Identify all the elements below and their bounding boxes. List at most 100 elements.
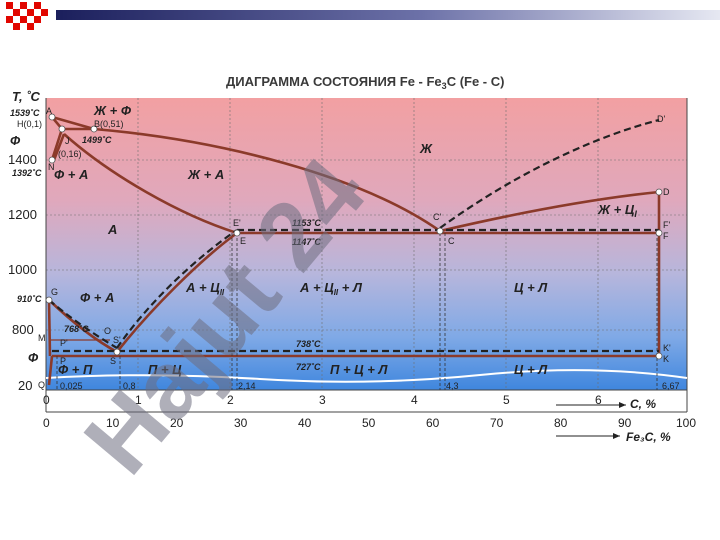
- phase-boundaries-solid: [47, 115, 661, 386]
- room-temperature-line: [45, 369, 688, 383]
- line-pq: [47, 355, 54, 386]
- fe3c-tick-100: 100: [676, 416, 696, 430]
- comp-0025: 0,025: [60, 381, 83, 391]
- temp-1147: 1147˚C: [292, 237, 321, 247]
- phase-ferrite-austenite-top: Ф + А: [54, 167, 88, 182]
- point-c: C: [448, 236, 455, 246]
- phase-cementite-ledeburite: Ц + Л: [514, 280, 548, 295]
- point-fp: F': [663, 220, 670, 230]
- c-tick-0: 0: [43, 393, 50, 407]
- point-o: O: [104, 326, 111, 336]
- phase-boundaries-dashed: [48, 118, 660, 353]
- line-hn: [50, 128, 64, 161]
- y-tick-1200: 1200: [8, 207, 37, 222]
- phase-liquid-austenite: Ж + А: [187, 167, 224, 182]
- c-axis-arrowhead: [619, 402, 626, 408]
- point-sp: S': [113, 335, 121, 345]
- c-tick-1: 1: [135, 393, 142, 407]
- fe3c-tick-0: 0: [43, 416, 50, 430]
- temp-1499: 1499˚C: [82, 135, 112, 145]
- temp-727: 727˚C: [296, 362, 321, 372]
- point-e: E: [240, 236, 246, 246]
- point-pp: P': [60, 338, 68, 348]
- point-dp: D': [657, 114, 665, 124]
- comp-08: 0,8: [123, 381, 136, 391]
- liquidus-bc: [93, 127, 441, 233]
- liquidus-ab: [51, 115, 95, 131]
- temp-768: 768˚C: [64, 324, 89, 334]
- point-d: D: [663, 187, 670, 197]
- phase-ferrite-pearlite: Ф + П: [58, 362, 93, 377]
- phase-cementite-ledeburite-low: Ц + Л: [514, 362, 548, 377]
- temp-1539: 1539˚C: [10, 108, 40, 118]
- phase-ferrite-austenite: Ф + А: [80, 290, 114, 305]
- line-gs: [48, 299, 118, 354]
- temp-738: 738˚C: [296, 339, 321, 349]
- point-h: H(0,1): [17, 119, 42, 129]
- y-tick-800: 800: [12, 322, 34, 337]
- phase-austenite-cementite: А + ЦII: [185, 280, 225, 297]
- point-cp: C': [433, 212, 441, 222]
- point-q: Q: [38, 380, 45, 390]
- point-j: J: [65, 136, 70, 146]
- phase-pearlite-cementite-ledeburite: П + Ц + Л: [330, 362, 388, 377]
- solidus-je: [63, 133, 238, 235]
- comp-667: 6,67: [662, 381, 680, 391]
- phase-ferrite-top: Ф: [10, 133, 21, 148]
- fe3c-tick-30: 30: [234, 416, 248, 430]
- c-axis-label: C, %: [630, 397, 656, 411]
- key-points: [45, 113, 663, 360]
- phase-ferrite-low: Ф: [28, 350, 39, 365]
- comp-214: 2,14: [238, 381, 256, 391]
- c-tick-4: 4: [411, 393, 418, 407]
- temp-910: 910˚C: [17, 294, 42, 304]
- carbon-axis: 0 1 2 3 4 5 6 C, %: [43, 393, 656, 411]
- fe3c-tick-80: 80: [554, 416, 568, 430]
- y-tick-1000: 1000: [8, 262, 37, 277]
- point-s: S: [110, 356, 116, 366]
- phase-austenite: А: [107, 222, 117, 237]
- c-tick-5: 5: [503, 393, 510, 407]
- y-axis-title: T, ˚C: [12, 89, 41, 104]
- fe3c-axis: 0 10 20 30 40 50 60 70 80 90 100 Fe₃C, %: [43, 416, 696, 444]
- fe3c-tick-20: 20: [170, 416, 184, 430]
- liquidus-cd: [439, 190, 660, 233]
- point-labels: A H(0,1) B(0,51) J (0,16) N G M O P' P S…: [17, 106, 680, 391]
- point-kp: K': [663, 343, 671, 353]
- fe3c-tick-40: 40: [298, 416, 312, 430]
- temp-1153: 1153˚C: [292, 218, 321, 228]
- c-tick-3: 3: [319, 393, 326, 407]
- point-m: M: [38, 333, 46, 343]
- c-tick-2: 2: [227, 393, 234, 407]
- axes: [45, 98, 688, 413]
- checker-logo: [6, 2, 48, 30]
- y-axis: T, ˚C 1400 1200 1000 800 20: [8, 89, 41, 393]
- phase-liquid: Ж: [419, 141, 433, 156]
- slide-header-band: [6, 2, 720, 30]
- point-ep: E': [233, 218, 241, 228]
- phase-austenite-cementite-ledeburite: А + ЦII + Л: [299, 280, 363, 297]
- y-tick-1400: 1400: [8, 152, 37, 167]
- point-k: K: [663, 354, 669, 364]
- diagram-title: ДИАГРАММА СОСТОЯНИЯ Fe - Fe3C (Fe - C): [226, 74, 504, 91]
- comp-43: 4,3: [446, 381, 459, 391]
- fe3c-tick-10: 10: [106, 416, 120, 430]
- point-a: A: [46, 106, 52, 116]
- point-p: P: [60, 356, 66, 366]
- dash-cd-prime: [439, 118, 660, 229]
- line-gp: [47, 299, 52, 357]
- c-tick-6: 6: [595, 393, 602, 407]
- point-b: B(0,51): [94, 119, 124, 129]
- temperature-labels: 1539˚C 1499˚C 1392˚C 910˚C 768˚C 1153˚C …: [10, 108, 321, 372]
- point-j016: (0,16): [58, 149, 82, 159]
- fe3c-tick-60: 60: [426, 416, 440, 430]
- line-jn: [52, 133, 66, 161]
- plot-area: [46, 98, 687, 390]
- fe3c-axis-arrowhead: [613, 433, 620, 439]
- phase-labels: Ж Ж + Ф Ф Ф + А Ж + А А Ж + ЦI Ф + А А +…: [10, 103, 637, 377]
- grid-lines: [46, 98, 687, 390]
- point-n: N: [48, 162, 55, 172]
- point-f: F: [663, 231, 669, 241]
- phase-liquid-cementite: Ж + ЦI: [597, 202, 637, 219]
